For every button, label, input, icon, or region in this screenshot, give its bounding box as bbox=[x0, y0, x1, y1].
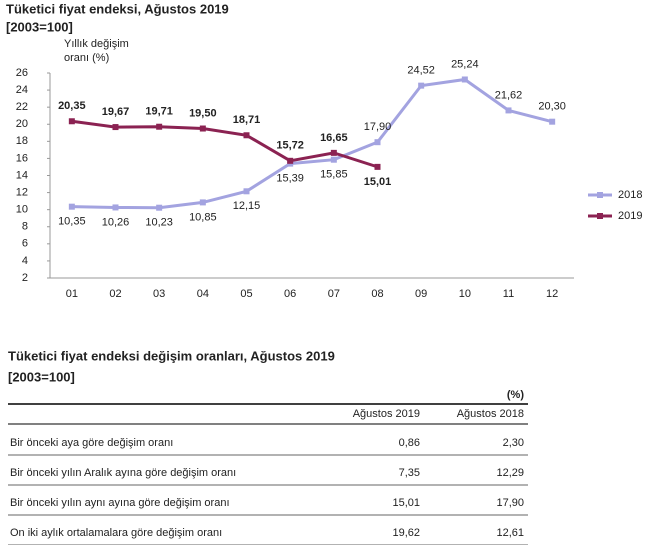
cell: 19,62 bbox=[392, 527, 420, 539]
cell: 12,61 bbox=[496, 527, 524, 539]
point bbox=[330, 156, 337, 163]
point bbox=[505, 107, 512, 114]
cell: 7,35 bbox=[399, 467, 420, 479]
point bbox=[112, 204, 119, 211]
point bbox=[461, 76, 468, 83]
point bbox=[374, 163, 381, 170]
x-tick-label: 05 bbox=[240, 288, 252, 300]
point bbox=[68, 203, 75, 210]
point bbox=[418, 82, 425, 89]
cell: 15,01 bbox=[392, 497, 420, 509]
x-tick-label: 08 bbox=[371, 288, 383, 300]
y-tick-label: 20 bbox=[16, 118, 28, 130]
y-label: Yıllık değişim bbox=[64, 38, 129, 50]
point bbox=[68, 118, 75, 125]
y-tick-label: 26 bbox=[16, 67, 28, 79]
point bbox=[287, 157, 294, 164]
point bbox=[374, 139, 381, 146]
series-line bbox=[71, 77, 553, 210]
data-label: 10,26 bbox=[102, 216, 130, 228]
x-tick-label: 03 bbox=[153, 288, 165, 300]
data-label: 10,35 bbox=[58, 216, 86, 228]
column-header: Ağustos 2019 bbox=[353, 408, 420, 420]
y-label: oranı (%) bbox=[64, 52, 109, 64]
x-tick-label: 02 bbox=[109, 288, 121, 300]
data-label: 18,71 bbox=[233, 114, 261, 126]
point bbox=[330, 149, 337, 156]
column-header: Ağustos 2018 bbox=[457, 408, 524, 420]
y-tick-label: 6 bbox=[22, 238, 28, 250]
data-label: 15,72 bbox=[276, 140, 304, 152]
x-tick-label: 04 bbox=[197, 288, 209, 300]
x-tick-label: 12 bbox=[546, 288, 558, 300]
data-label: 25,24 bbox=[451, 58, 479, 70]
y-tick-label: 2 bbox=[22, 272, 28, 284]
x-tick-label: 07 bbox=[328, 288, 340, 300]
data-label: 12,15 bbox=[233, 200, 261, 212]
data-label: 16,65 bbox=[320, 132, 348, 144]
point bbox=[156, 123, 163, 130]
y-tick-label: 18 bbox=[16, 135, 28, 147]
series-line bbox=[71, 119, 378, 169]
row-label: Bir önceki yılın aynı ayına göre değişim… bbox=[10, 497, 230, 509]
y-tick-label: 14 bbox=[16, 169, 28, 181]
legend-marker bbox=[597, 213, 603, 219]
point bbox=[243, 132, 250, 139]
table-subtitle: [2003=100] bbox=[8, 369, 75, 384]
data-label: 21,62 bbox=[495, 89, 523, 101]
legend-label: 2018 bbox=[618, 189, 642, 201]
data-label: 24,52 bbox=[407, 65, 435, 77]
x-tick-label: 01 bbox=[66, 288, 78, 300]
row-label: Bir önceki yılın Aralık ayına göre değiş… bbox=[10, 467, 236, 479]
point bbox=[549, 118, 556, 125]
x-tick-label: 09 bbox=[415, 288, 427, 300]
chart-title: Tüketici fiyat endeksi, Ağustos 2019 bbox=[6, 1, 229, 16]
data-label: 20,30 bbox=[538, 101, 566, 113]
row-label: Bir önceki aya göre değişim oranı bbox=[10, 437, 173, 449]
table-title: Tüketici fiyat endeksi değişim oranları,… bbox=[8, 348, 335, 363]
data-label: 19,67 bbox=[102, 106, 130, 118]
y-tick-label: 4 bbox=[22, 255, 28, 267]
table-unit: (%) bbox=[507, 389, 524, 401]
cell: 17,90 bbox=[496, 497, 524, 509]
x-tick-label: 06 bbox=[284, 288, 296, 300]
row-label: On iki aylık ortalamalara göre değişim o… bbox=[10, 527, 222, 539]
data-label: 20,35 bbox=[58, 100, 86, 112]
chart-subtitle: [2003=100] bbox=[6, 19, 73, 34]
cell: 0,86 bbox=[399, 437, 420, 449]
data-label: 19,71 bbox=[145, 106, 173, 118]
y-tick-label: 24 bbox=[16, 84, 28, 96]
point bbox=[112, 124, 119, 131]
data-label: 15,01 bbox=[364, 176, 392, 188]
point bbox=[156, 204, 163, 211]
data-label: 10,23 bbox=[145, 217, 173, 229]
point bbox=[199, 125, 206, 132]
point bbox=[243, 188, 250, 195]
legend-label: 2019 bbox=[618, 210, 642, 222]
x-tick-label: 10 bbox=[459, 288, 471, 300]
point bbox=[199, 199, 206, 206]
data-label: 19,50 bbox=[189, 107, 217, 119]
data-label: 17,90 bbox=[364, 121, 392, 133]
x-tick-label: 11 bbox=[503, 288, 514, 300]
cell: 2,30 bbox=[503, 437, 524, 449]
data-label: 10,85 bbox=[189, 211, 217, 223]
y-tick-label: 8 bbox=[22, 221, 28, 233]
y-tick-label: 12 bbox=[16, 186, 28, 198]
data-label: 15,85 bbox=[320, 169, 348, 181]
y-tick-label: 10 bbox=[16, 204, 28, 216]
y-tick-label: 16 bbox=[16, 152, 28, 164]
y-tick-label: 22 bbox=[16, 101, 28, 113]
legend-marker bbox=[597, 192, 603, 198]
cell: 12,29 bbox=[496, 467, 524, 479]
data-label: 15,39 bbox=[276, 173, 304, 185]
